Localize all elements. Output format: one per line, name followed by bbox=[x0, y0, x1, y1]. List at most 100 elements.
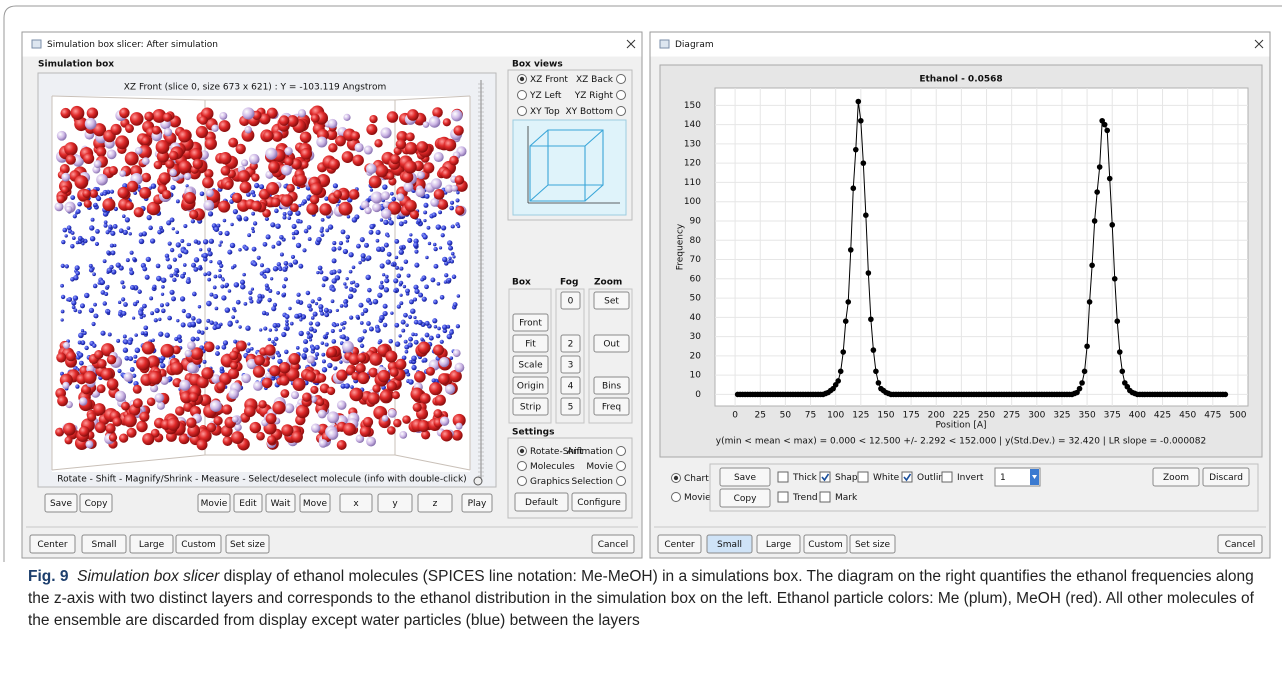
close-icon[interactable] bbox=[626, 39, 636, 49]
button-face[interactable] bbox=[512, 355, 549, 374]
button[interactable]: Save bbox=[719, 467, 771, 487]
dropdown[interactable] bbox=[994, 467, 1041, 487]
button-face[interactable] bbox=[233, 493, 263, 513]
button[interactable]: 4 bbox=[560, 376, 581, 395]
button-face[interactable] bbox=[593, 376, 630, 395]
button[interactable]: Edit bbox=[233, 493, 263, 513]
button-face[interactable] bbox=[560, 397, 581, 416]
radio-button[interactable] bbox=[517, 461, 527, 471]
button-face[interactable] bbox=[849, 534, 896, 554]
button[interactable]: y bbox=[377, 493, 413, 513]
button-face[interactable] bbox=[1217, 534, 1263, 554]
button-face[interactable] bbox=[591, 534, 635, 554]
button-face[interactable] bbox=[197, 493, 231, 513]
button-face[interactable] bbox=[265, 493, 296, 513]
button-face[interactable] bbox=[512, 334, 549, 353]
button-face[interactable] bbox=[512, 313, 549, 332]
button[interactable]: Save bbox=[44, 493, 78, 513]
checkbox[interactable] bbox=[857, 471, 869, 483]
button[interactable]: Custom bbox=[175, 534, 222, 554]
radio-button[interactable] bbox=[616, 90, 626, 100]
button[interactable]: Center bbox=[657, 534, 702, 554]
button[interactable]: x bbox=[339, 493, 373, 513]
button[interactable]: Cancel bbox=[591, 534, 635, 554]
button[interactable]: Large bbox=[756, 534, 801, 554]
button[interactable]: 3 bbox=[560, 355, 581, 374]
radio-button[interactable] bbox=[616, 461, 626, 471]
slider-knob[interactable] bbox=[473, 476, 483, 486]
button[interactable]: Discard bbox=[1202, 467, 1250, 487]
button[interactable]: Out bbox=[593, 334, 630, 353]
close-icon[interactable] bbox=[1254, 39, 1264, 49]
radio-button[interactable] bbox=[517, 476, 527, 486]
button-face[interactable] bbox=[225, 534, 270, 554]
button[interactable]: Set size bbox=[225, 534, 270, 554]
radio-button[interactable] bbox=[517, 90, 527, 100]
button[interactable]: Configure bbox=[571, 492, 627, 512]
button[interactable]: Front bbox=[512, 313, 549, 332]
button-face[interactable] bbox=[560, 291, 581, 310]
button-face[interactable] bbox=[560, 355, 581, 374]
button[interactable]: Cancel bbox=[1217, 534, 1263, 554]
button-face[interactable] bbox=[129, 534, 174, 554]
button[interactable]: Play bbox=[461, 493, 493, 513]
button-face[interactable] bbox=[756, 534, 801, 554]
radio-button[interactable] bbox=[517, 106, 527, 116]
button[interactable]: Large bbox=[129, 534, 174, 554]
button[interactable]: Zoom bbox=[1152, 467, 1200, 487]
button-face[interactable] bbox=[706, 534, 753, 554]
button-face[interactable] bbox=[571, 492, 627, 512]
button-face[interactable] bbox=[593, 397, 630, 416]
button[interactable]: Freq bbox=[593, 397, 630, 416]
checkbox[interactable] bbox=[819, 471, 831, 483]
button-face[interactable] bbox=[514, 492, 569, 512]
button-face[interactable] bbox=[560, 334, 581, 353]
checkbox[interactable] bbox=[941, 471, 953, 483]
button-face[interactable] bbox=[29, 534, 76, 554]
button[interactable]: Default bbox=[514, 492, 569, 512]
button-face[interactable] bbox=[417, 493, 453, 513]
button-face[interactable] bbox=[560, 376, 581, 395]
button-face[interactable] bbox=[512, 376, 549, 395]
button[interactable]: Copy bbox=[719, 488, 771, 508]
button[interactable]: Small bbox=[81, 534, 127, 554]
button-face[interactable] bbox=[79, 493, 113, 513]
button-face[interactable] bbox=[512, 397, 549, 416]
button[interactable]: Copy bbox=[79, 493, 113, 513]
button-face[interactable] bbox=[461, 493, 493, 513]
button[interactable]: Move bbox=[299, 493, 331, 513]
checkbox[interactable] bbox=[777, 471, 789, 483]
radio-button[interactable] bbox=[616, 74, 626, 84]
button-face[interactable] bbox=[593, 291, 630, 310]
button-face[interactable] bbox=[44, 493, 78, 513]
radio-button[interactable] bbox=[616, 446, 626, 456]
button-face[interactable] bbox=[803, 534, 848, 554]
button[interactable]: Set bbox=[593, 291, 630, 310]
checkbox[interactable] bbox=[901, 471, 913, 483]
button[interactable]: Set size bbox=[849, 534, 896, 554]
button-face[interactable] bbox=[657, 534, 702, 554]
button[interactable]: 5 bbox=[560, 397, 581, 416]
button-face[interactable] bbox=[1202, 467, 1250, 487]
button-face[interactable] bbox=[719, 488, 771, 508]
radio-button[interactable] bbox=[616, 476, 626, 486]
button[interactable]: z bbox=[417, 493, 453, 513]
button-face[interactable] bbox=[593, 334, 630, 353]
button[interactable]: Custom bbox=[803, 534, 848, 554]
button-face[interactable] bbox=[339, 493, 373, 513]
button-face[interactable] bbox=[377, 493, 413, 513]
checkbox[interactable] bbox=[819, 491, 831, 503]
radio-button[interactable] bbox=[616, 106, 626, 116]
button[interactable]: 0 bbox=[560, 291, 581, 310]
button-face[interactable] bbox=[81, 534, 127, 554]
button[interactable]: Center bbox=[29, 534, 76, 554]
button[interactable]: Wait bbox=[265, 493, 296, 513]
button-face[interactable] bbox=[719, 467, 771, 487]
radio-button[interactable] bbox=[671, 492, 681, 502]
checkbox[interactable] bbox=[777, 491, 789, 503]
button-face[interactable] bbox=[175, 534, 222, 554]
button-face[interactable] bbox=[299, 493, 331, 513]
button[interactable]: Origin bbox=[512, 376, 549, 395]
button[interactable]: Bins bbox=[593, 376, 630, 395]
button[interactable]: Scale bbox=[512, 355, 549, 374]
